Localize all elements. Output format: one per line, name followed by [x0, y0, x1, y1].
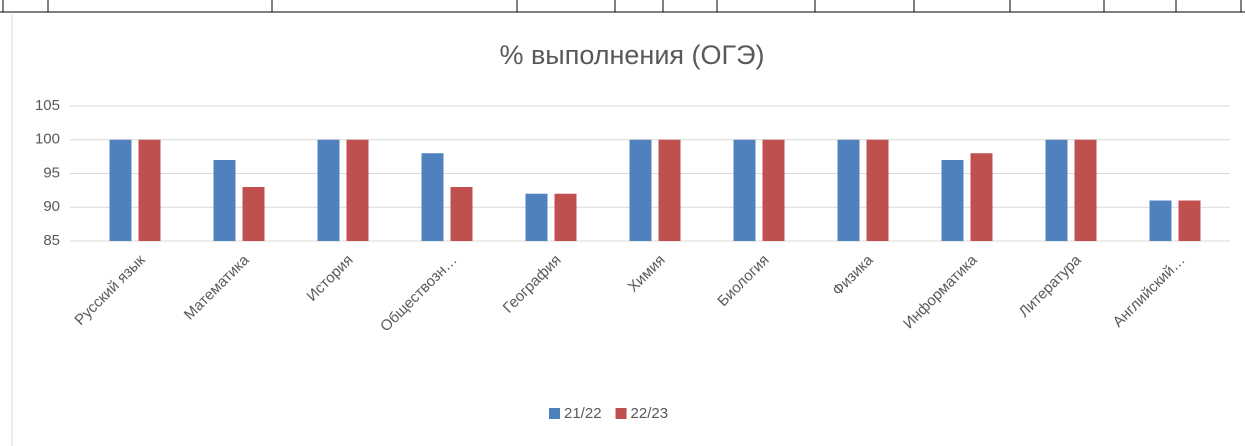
bar: [554, 193, 577, 241]
bar: [1074, 139, 1097, 241]
legend-swatch: [615, 408, 627, 419]
bar: [1045, 139, 1068, 241]
y-tick-label: 90: [43, 198, 60, 215]
x-tick-label: Литература: [1016, 251, 1086, 321]
bar: [109, 139, 132, 241]
bar: [733, 139, 756, 241]
x-tick-label: Биология: [714, 252, 772, 310]
x-tick-label: История: [303, 252, 356, 305]
x-tick-label: Русский язык: [71, 251, 149, 329]
chart-title: % выполнения (ОГЭ): [499, 40, 764, 70]
y-tick-label: 100: [35, 131, 60, 148]
bar: [525, 193, 548, 241]
legend-label: 22/23: [631, 405, 669, 422]
bar: [970, 153, 993, 241]
x-tick-label: Математика: [181, 251, 253, 323]
x-tick-label: Химия: [625, 252, 669, 296]
y-tick-label: 85: [43, 232, 60, 249]
table-lines: [0, 0, 1245, 13]
bar: [346, 139, 369, 241]
x-tick-label: Обществозн…: [377, 252, 461, 336]
bar: [762, 139, 785, 241]
bar: [1178, 200, 1201, 241]
x-tick-label: Английский…: [1110, 252, 1189, 331]
x-tick-label: Физика: [829, 251, 877, 299]
legend-label: 21/22: [564, 405, 602, 422]
y-tick-label: 95: [43, 164, 60, 181]
bar: [317, 139, 340, 241]
bar: [941, 160, 964, 241]
bar: [421, 153, 444, 241]
bar: [658, 139, 681, 241]
bar: [837, 139, 860, 241]
bar: [1149, 200, 1172, 241]
x-tick-label: География: [500, 252, 565, 317]
bar: [242, 187, 265, 241]
bar: [629, 139, 652, 241]
x-tick-label: Информатика: [900, 251, 981, 332]
bar: [450, 187, 473, 241]
y-tick-label: 105: [35, 97, 60, 114]
bar: [213, 160, 236, 241]
legend-swatch: [549, 408, 560, 419]
bar: [866, 139, 889, 241]
bar: [138, 139, 161, 241]
